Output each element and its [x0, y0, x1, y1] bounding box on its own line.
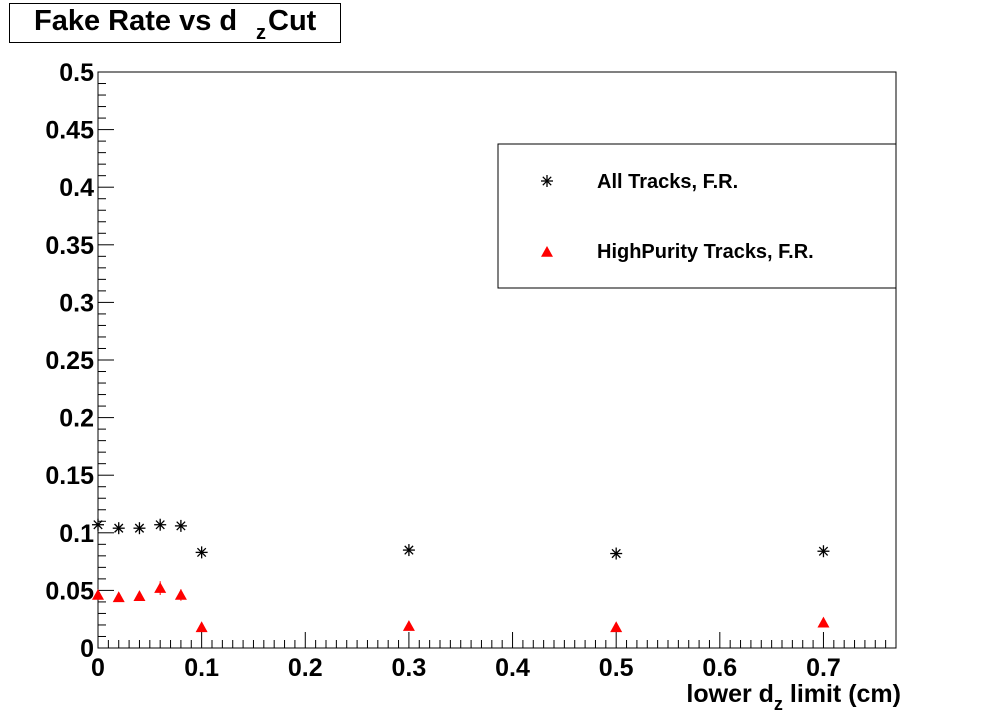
data-point-highpurity [174, 589, 187, 600]
chart-title-subscript: z [256, 22, 266, 44]
legend-label-all-tracks: All Tracks, F.R. [597, 171, 738, 193]
data-point-all-tracks [817, 545, 830, 558]
y-tick-label: 0.2 [59, 405, 94, 433]
x-axis-label-post: limit (cm) [782, 680, 901, 708]
data-point-all-tracks [402, 544, 415, 557]
legend-marker-highpurity [541, 246, 553, 257]
y-tick-label: 0.15 [45, 462, 94, 490]
data-point-all-tracks [92, 518, 104, 531]
y-tick-label: 0.05 [45, 577, 94, 605]
y-tick-label: 0.5 [59, 59, 94, 87]
y-tick-label: 0.25 [45, 347, 94, 375]
data-point-highpurity [112, 591, 125, 603]
data-point-highpurity [92, 589, 104, 600]
y-tick-label: 0.35 [45, 232, 94, 260]
chart-title-box: Fake Rate vs d z Cut [9, 3, 341, 44]
data-point-all-tracks [154, 518, 167, 531]
x-tick-label: 0.1 [184, 654, 219, 682]
x-axis-label-pre: lower d [686, 680, 774, 708]
x-tick-label: 0.5 [599, 654, 634, 682]
chart-title: Fake Rate vs d [34, 5, 238, 37]
y-tick-label: 0.3 [59, 289, 94, 317]
legend-label-highpurity: HighPurity Tracks, F.R. [597, 241, 814, 263]
x-tick-label: 0.6 [702, 654, 737, 682]
legend-marker-all-tracks [541, 175, 553, 187]
legend-box [497, 143, 897, 289]
y-tick-label: 0.1 [59, 520, 94, 548]
data-point-all-tracks [174, 519, 187, 532]
data-point-highpurity [154, 582, 167, 593]
x-tick-label: 0.4 [495, 654, 530, 682]
data-point-highpurity [133, 590, 146, 601]
data-point-all-tracks [610, 547, 623, 560]
x-axis-label: lower dz limit (cm) [686, 680, 901, 714]
data-point-all-tracks [133, 522, 146, 535]
x-tick-label: 0.3 [392, 654, 427, 682]
x-tick-label: 0.2 [288, 654, 323, 682]
y-tick-label: 0.4 [59, 174, 94, 202]
y-tick-label: 0.45 [45, 117, 94, 145]
x-axis-label-subscript: z [773, 694, 783, 714]
data-point-highpurity [610, 621, 623, 633]
data-point-all-tracks [195, 546, 208, 559]
data-point-highpurity [817, 616, 830, 628]
data-point-all-tracks [112, 522, 125, 535]
data-point-highpurity [195, 621, 208, 633]
y-tick-label: 0 [80, 635, 94, 663]
x-tick-label: 0 [91, 654, 105, 682]
data-point-highpurity [402, 620, 415, 631]
chart-title-tail: Cut [268, 5, 317, 37]
x-tick-label: 0.7 [806, 654, 841, 682]
